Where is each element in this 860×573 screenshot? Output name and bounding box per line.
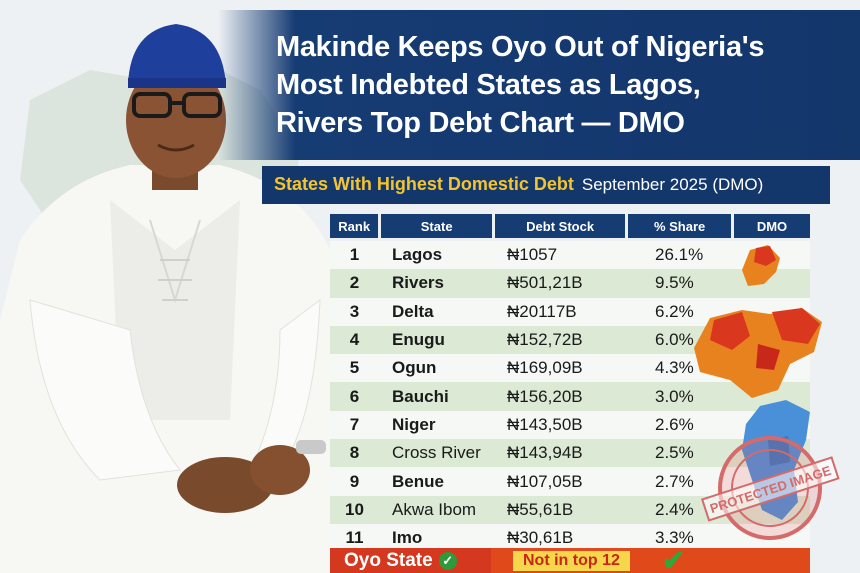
oyo-label: Oyo State bbox=[344, 549, 433, 571]
subtitle-bar: States With Highest Domestic Debt Septem… bbox=[262, 166, 830, 204]
rank-cell: 7 bbox=[349, 414, 360, 434]
rank-cell: 10 bbox=[345, 499, 364, 519]
table-row: 6 Bauchi ₦156,20B 3.0% bbox=[330, 382, 810, 411]
share-cell: 3.3% bbox=[655, 528, 694, 548]
debt-table: Rank State Debt Stock % Share DMO 1 Lagos… bbox=[330, 214, 810, 553]
headline-line-2: Most Indebted States as Lagos, bbox=[276, 69, 701, 101]
rank-cell: 4 bbox=[349, 330, 360, 350]
oyo-label-cell: Oyo State ✓ bbox=[330, 548, 491, 573]
state-cell: Cross River bbox=[392, 443, 481, 463]
subtitle-date: September 2025 (DMO) bbox=[581, 175, 764, 194]
table-row: 7 Niger ₦143,50B 2.6% bbox=[330, 410, 810, 440]
table-row: 8 Cross River ₦143,94B 2.5% bbox=[330, 439, 810, 468]
debt-cell: ₦169,09B bbox=[507, 358, 583, 378]
oyo-state-bar: Oyo State ✓ Not in top 12 ✔ bbox=[330, 545, 810, 573]
header-debt-stock: Debt Stock bbox=[494, 214, 626, 238]
header-share: % Share bbox=[628, 214, 731, 238]
state-cell: Ogun bbox=[392, 358, 437, 378]
debt-cell: ₦20117B bbox=[507, 301, 577, 321]
oyo-note: Not in top 12 bbox=[513, 550, 630, 571]
state-cell: Bauchi bbox=[392, 386, 449, 406]
debt-cell: ₦1057 bbox=[507, 245, 558, 265]
state-cell: Niger bbox=[392, 414, 436, 434]
share-cell: 2.5% bbox=[655, 443, 694, 463]
state-cell: Rivers bbox=[392, 273, 444, 293]
rank-cell: 9 bbox=[349, 471, 360, 491]
share-cell: 26.1% bbox=[655, 245, 704, 265]
debt-cell: ₦55,61B bbox=[507, 499, 574, 519]
table-row: 1 Lagos ₦1057 26.1% bbox=[330, 241, 810, 270]
headline-line-1: Makinde Keeps Oyo Out of Nigeria's bbox=[276, 31, 765, 63]
debt-cell: ₦143,94B bbox=[507, 443, 583, 463]
table-header: Rank State Debt Stock % Share DMO bbox=[330, 214, 810, 238]
state-cell: Delta bbox=[392, 301, 434, 321]
headline-banner: Makinde Keeps Oyo Out of Nigeria's Most … bbox=[218, 10, 860, 160]
debt-cell: ₦152,72B bbox=[507, 330, 583, 350]
rank-cell: 8 bbox=[349, 443, 360, 463]
table-row: 2 Rivers ₦501,21B 9.5% bbox=[330, 269, 810, 298]
portrait-image bbox=[0, 24, 340, 573]
share-cell: 2.4% bbox=[655, 499, 694, 519]
headline-line-3: Rivers Top Debt Chart — DMO bbox=[276, 107, 685, 139]
rank-cell: 6 bbox=[349, 386, 360, 406]
rank-cell: 1 bbox=[349, 245, 360, 265]
rank-cell: 11 bbox=[345, 528, 364, 548]
check-circle-icon: ✓ bbox=[438, 551, 457, 570]
state-cell: Imo bbox=[392, 528, 423, 548]
share-cell: 6.0% bbox=[655, 330, 694, 350]
header-rank: Rank bbox=[330, 214, 379, 238]
share-cell: 2.7% bbox=[655, 471, 694, 491]
subtitle-main: States With Highest Domestic Debt bbox=[274, 174, 574, 194]
share-cell: 3.0% bbox=[655, 386, 694, 406]
rank-cell: 2 bbox=[349, 273, 360, 293]
header-state: State bbox=[381, 214, 492, 238]
state-cell: Lagos bbox=[392, 245, 443, 265]
checkmark-icon: ✔ bbox=[661, 545, 686, 573]
debt-cell: ₦156,20B bbox=[507, 386, 583, 406]
debt-cell: ₦143,50B bbox=[507, 414, 583, 434]
state-cell: Akwa Ibom bbox=[392, 499, 477, 519]
state-cell: Enugu bbox=[392, 330, 445, 350]
oyo-note-cell: Not in top 12 ✔ bbox=[491, 545, 810, 573]
debt-cell: ₦501,21B bbox=[507, 273, 583, 293]
share-cell: 6.2% bbox=[655, 301, 694, 321]
share-cell: 4.3% bbox=[655, 358, 694, 378]
rank-cell: 5 bbox=[349, 358, 360, 378]
share-cell: 2.6% bbox=[655, 414, 694, 434]
rank-cell: 3 bbox=[349, 301, 360, 321]
debt-cell: ₦107,05B bbox=[507, 471, 583, 491]
debt-cell: ₦30,61B bbox=[507, 528, 574, 548]
table-row: 11 Imo ₦30,61B 3.3% bbox=[330, 523, 810, 553]
state-cell: Benue bbox=[392, 471, 444, 491]
share-cell: 9.5% bbox=[655, 273, 694, 293]
header-dmo: DMO bbox=[733, 214, 810, 238]
protected-image-stamp: PROTECTED IMAGE bbox=[700, 436, 840, 540]
